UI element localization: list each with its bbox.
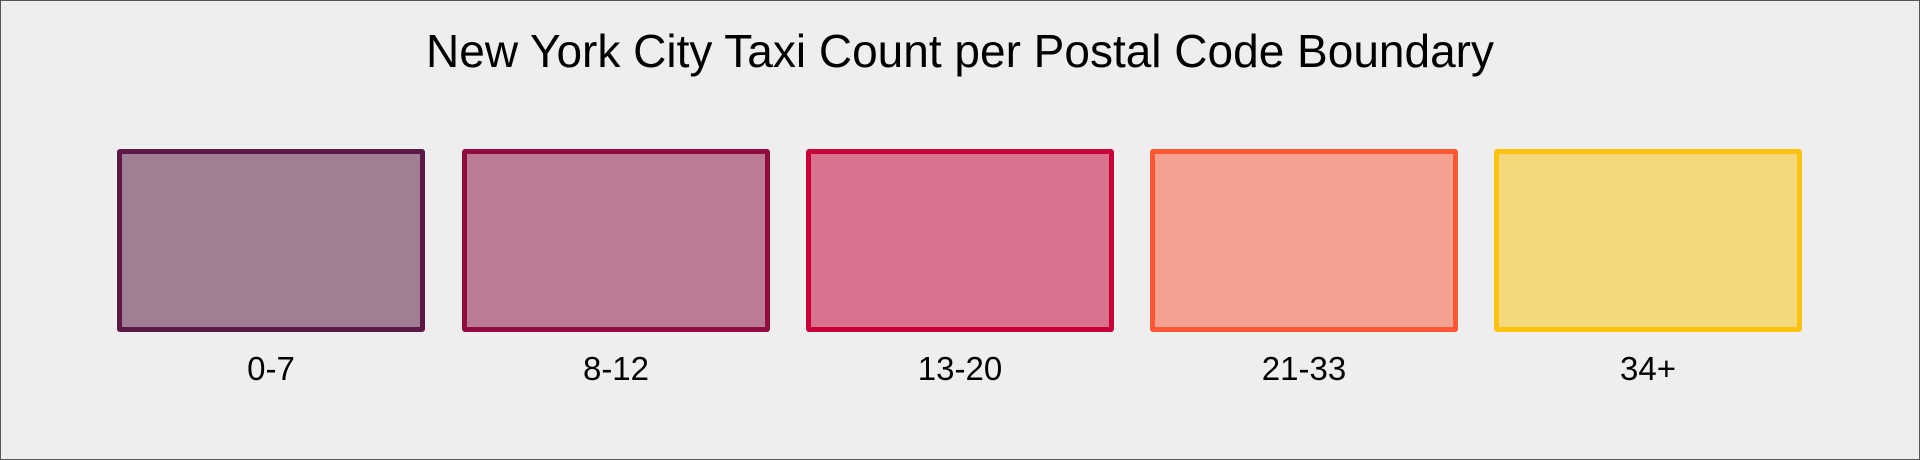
legend-label: 34+ [1620, 350, 1676, 387]
legend-swatch [1150, 149, 1458, 332]
legend-swatch [117, 149, 425, 332]
legend-title: New York City Taxi Count per Postal Code… [426, 25, 1494, 77]
legend-label: 21-33 [1261, 350, 1347, 387]
legend-swatch [462, 149, 770, 332]
legend-swatch [806, 149, 1114, 332]
legend-label: 13-20 [917, 350, 1003, 387]
legend-label: 8-12 [582, 350, 650, 387]
legend-label: 0-7 [247, 350, 295, 387]
legend-swatch [1494, 149, 1802, 332]
